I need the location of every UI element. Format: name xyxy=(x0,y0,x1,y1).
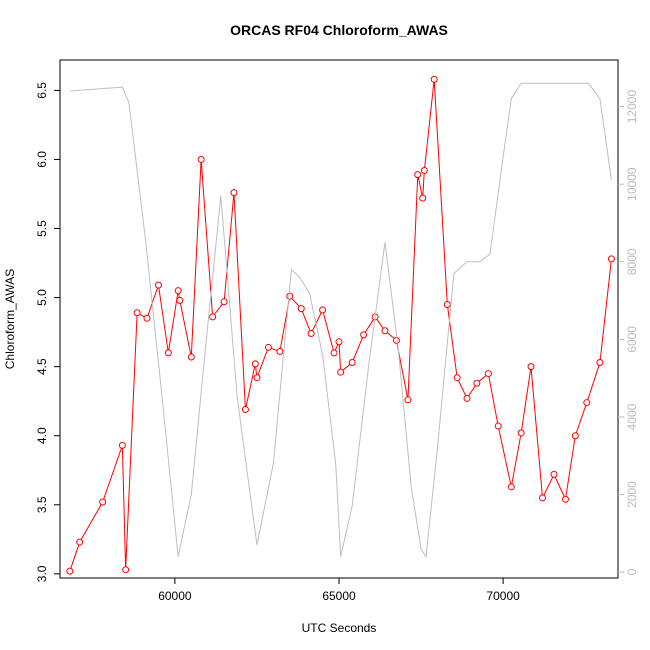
y-tick-label: 6.0 xyxy=(35,151,49,168)
data-point xyxy=(596,359,604,367)
data-point xyxy=(264,343,272,351)
data-point xyxy=(76,538,84,546)
data-point xyxy=(443,300,451,308)
data-point xyxy=(118,441,126,449)
data-point xyxy=(571,432,579,440)
y-axis-left: 3.0 3.5 4.0 4.5 5.0 5.5 6.0 6.5 xyxy=(35,82,60,582)
data-point xyxy=(420,167,428,175)
y-tick-label: 4.5 xyxy=(35,358,49,375)
data-point xyxy=(484,370,492,378)
data-point xyxy=(251,360,259,368)
data-point xyxy=(348,359,356,367)
data-point xyxy=(335,338,343,346)
chart-title: ORCAS RF04 Chloroform_AWAS xyxy=(230,22,448,38)
x-axis-label: UTC Seconds xyxy=(302,621,377,635)
x-tick-label: 60000 xyxy=(158,589,192,603)
data-point xyxy=(539,494,547,502)
data-point xyxy=(419,194,427,202)
data-point xyxy=(241,405,249,413)
series-1-line xyxy=(69,82,612,559)
data-point xyxy=(197,155,205,163)
data-point xyxy=(297,305,305,313)
data-point xyxy=(360,331,368,339)
y-tick-label: 5.5 xyxy=(35,220,49,237)
data-point xyxy=(122,566,130,574)
data-point xyxy=(392,336,400,344)
y2-tick-label: 12000 xyxy=(625,90,639,124)
y-axis-right: 0 2000 4000 6000 8000 10000 12000 xyxy=(618,90,639,576)
y2-tick-label: 10000 xyxy=(625,167,639,201)
data-point xyxy=(164,349,172,357)
data-point xyxy=(307,330,315,338)
data-point xyxy=(583,399,591,407)
y2-tick-label: 4000 xyxy=(625,403,639,430)
y-tick-label: 6.5 xyxy=(35,82,49,99)
y2-tick-label: 2000 xyxy=(625,481,639,508)
y-tick-label: 5.0 xyxy=(35,289,49,306)
data-point xyxy=(99,498,107,506)
data-point xyxy=(430,75,438,83)
data-point xyxy=(66,567,74,575)
data-point xyxy=(337,368,345,376)
series-layer xyxy=(66,75,615,575)
y-axis-label: Chloroform_AWAS xyxy=(3,269,17,369)
data-point xyxy=(414,171,422,179)
data-point xyxy=(404,396,412,404)
data-point xyxy=(453,374,461,382)
data-point xyxy=(319,306,327,314)
series-0 xyxy=(66,75,615,575)
data-point xyxy=(517,429,525,437)
data-point xyxy=(154,281,162,289)
data-point xyxy=(174,287,182,295)
data-point xyxy=(607,255,615,263)
data-point xyxy=(527,363,535,371)
data-point xyxy=(220,298,228,306)
data-point xyxy=(133,309,141,317)
x-tick-label: 70000 xyxy=(486,589,520,603)
data-point xyxy=(209,313,217,321)
y-tick-label: 3.0 xyxy=(35,565,49,582)
y2-tick-label: 0 xyxy=(625,569,639,576)
data-point xyxy=(276,347,284,355)
data-point xyxy=(494,422,502,430)
y2-tick-label: 8000 xyxy=(625,248,639,275)
data-point xyxy=(381,327,389,335)
data-point xyxy=(230,189,238,197)
x-axis: 60000 65000 70000 xyxy=(158,578,520,603)
series-1 xyxy=(69,82,612,559)
y2-tick-label: 6000 xyxy=(625,326,639,353)
data-point xyxy=(286,292,294,300)
data-point xyxy=(330,349,338,357)
data-point xyxy=(176,296,184,304)
data-point xyxy=(253,374,261,382)
data-point xyxy=(463,394,471,402)
data-point xyxy=(561,495,569,503)
data-point xyxy=(550,470,558,478)
data-point xyxy=(187,353,195,361)
data-point xyxy=(473,379,481,387)
y-tick-label: 4.0 xyxy=(35,427,49,444)
x-tick-label: 65000 xyxy=(322,589,356,603)
y-tick-label: 3.5 xyxy=(35,496,49,513)
data-point xyxy=(507,483,515,491)
data-point xyxy=(143,314,151,322)
